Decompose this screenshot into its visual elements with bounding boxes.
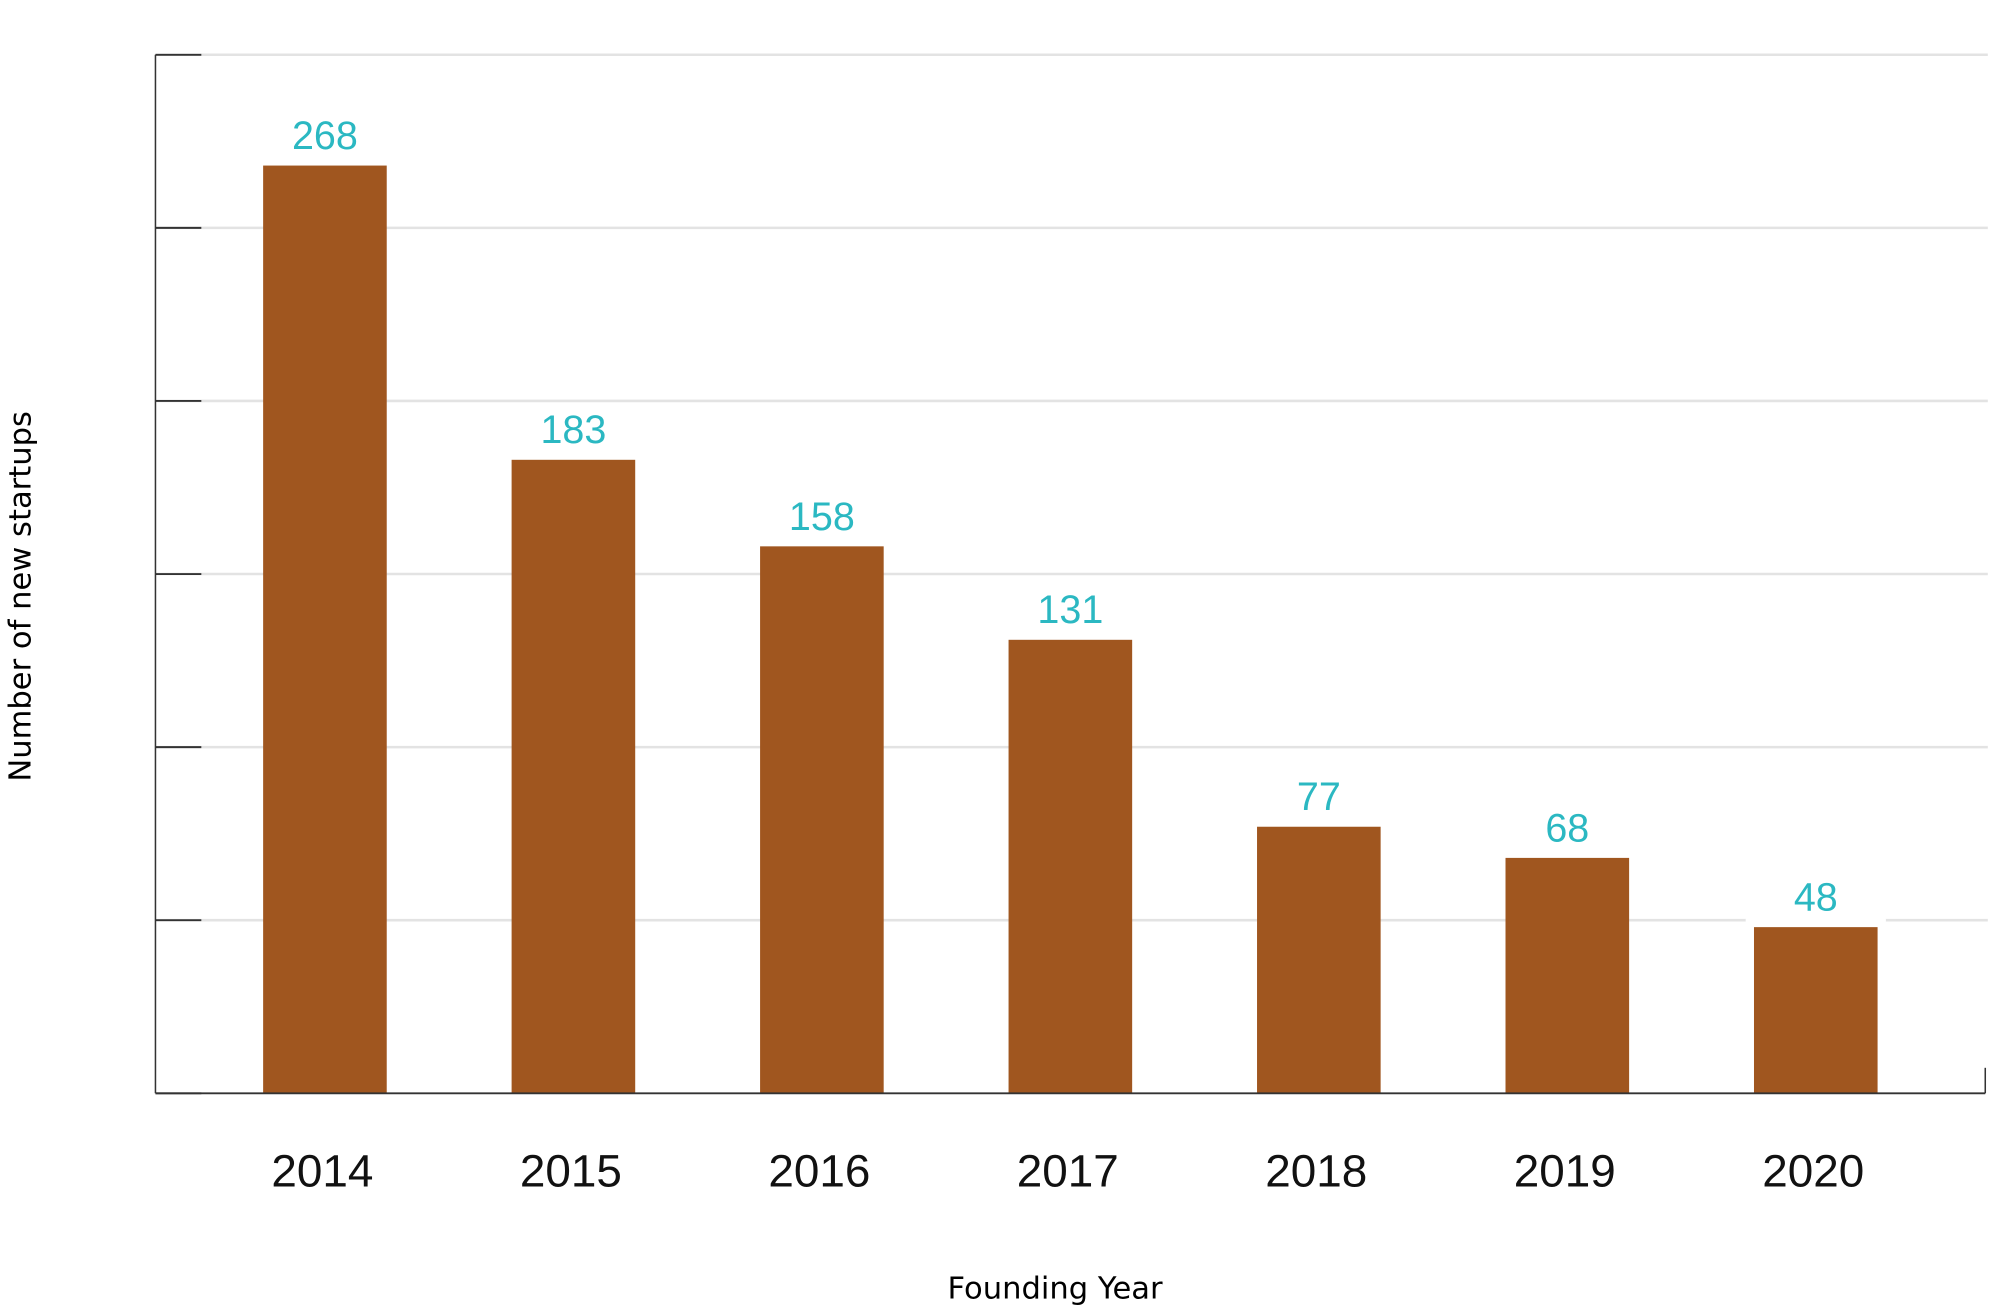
data-labels: 268 183 158 131 77 68 48 xyxy=(254,109,1886,923)
x-tick-label-2016: 2016 xyxy=(768,1144,870,1196)
bar-2017 xyxy=(1008,639,1133,1094)
data-label-bg xyxy=(751,490,892,542)
bar-2019 xyxy=(1505,857,1630,1094)
bar-2014 xyxy=(263,165,387,1094)
data-label-bg xyxy=(1248,770,1389,822)
axes xyxy=(154,53,1987,1095)
data-label-2018: 77 xyxy=(1297,775,1341,819)
bar-2015 xyxy=(511,459,636,1094)
data-label-bg xyxy=(1000,583,1141,635)
y-axis-label: Number of new startups xyxy=(4,411,39,782)
data-label-2015: 183 xyxy=(540,408,606,452)
data-label-bg xyxy=(254,109,396,161)
data-label-bg xyxy=(1745,871,1886,923)
x-tick-label-2019: 2019 xyxy=(1514,1144,1616,1196)
bar-2018 xyxy=(1257,826,1381,1094)
x-tick-label-2017: 2017 xyxy=(1017,1144,1119,1196)
bar-2016 xyxy=(760,546,884,1094)
data-label-2017: 131 xyxy=(1037,588,1103,632)
bars xyxy=(263,165,1878,1094)
data-label-bg xyxy=(1497,801,1638,853)
data-label-2019: 68 xyxy=(1545,806,1589,850)
x-tick-label-2015: 2015 xyxy=(520,1144,622,1196)
data-label-2014: 268 xyxy=(292,114,358,158)
x-axis-label: Founding Year xyxy=(948,1271,1164,1306)
x-tick-labels: 2014 2015 2016 2017 2018 2019 2020 xyxy=(271,1144,1864,1196)
data-label-2016: 158 xyxy=(789,495,855,539)
gridlines xyxy=(155,53,1988,922)
x-tick-label-2020: 2020 xyxy=(1762,1144,1864,1196)
bar-2020 xyxy=(1753,927,1878,1094)
x-tick-label-2014: 2014 xyxy=(271,1144,373,1196)
data-label-2020: 48 xyxy=(1794,876,1838,920)
data-label-bg xyxy=(503,403,644,455)
x-tick-label-2018: 2018 xyxy=(1265,1144,1367,1196)
